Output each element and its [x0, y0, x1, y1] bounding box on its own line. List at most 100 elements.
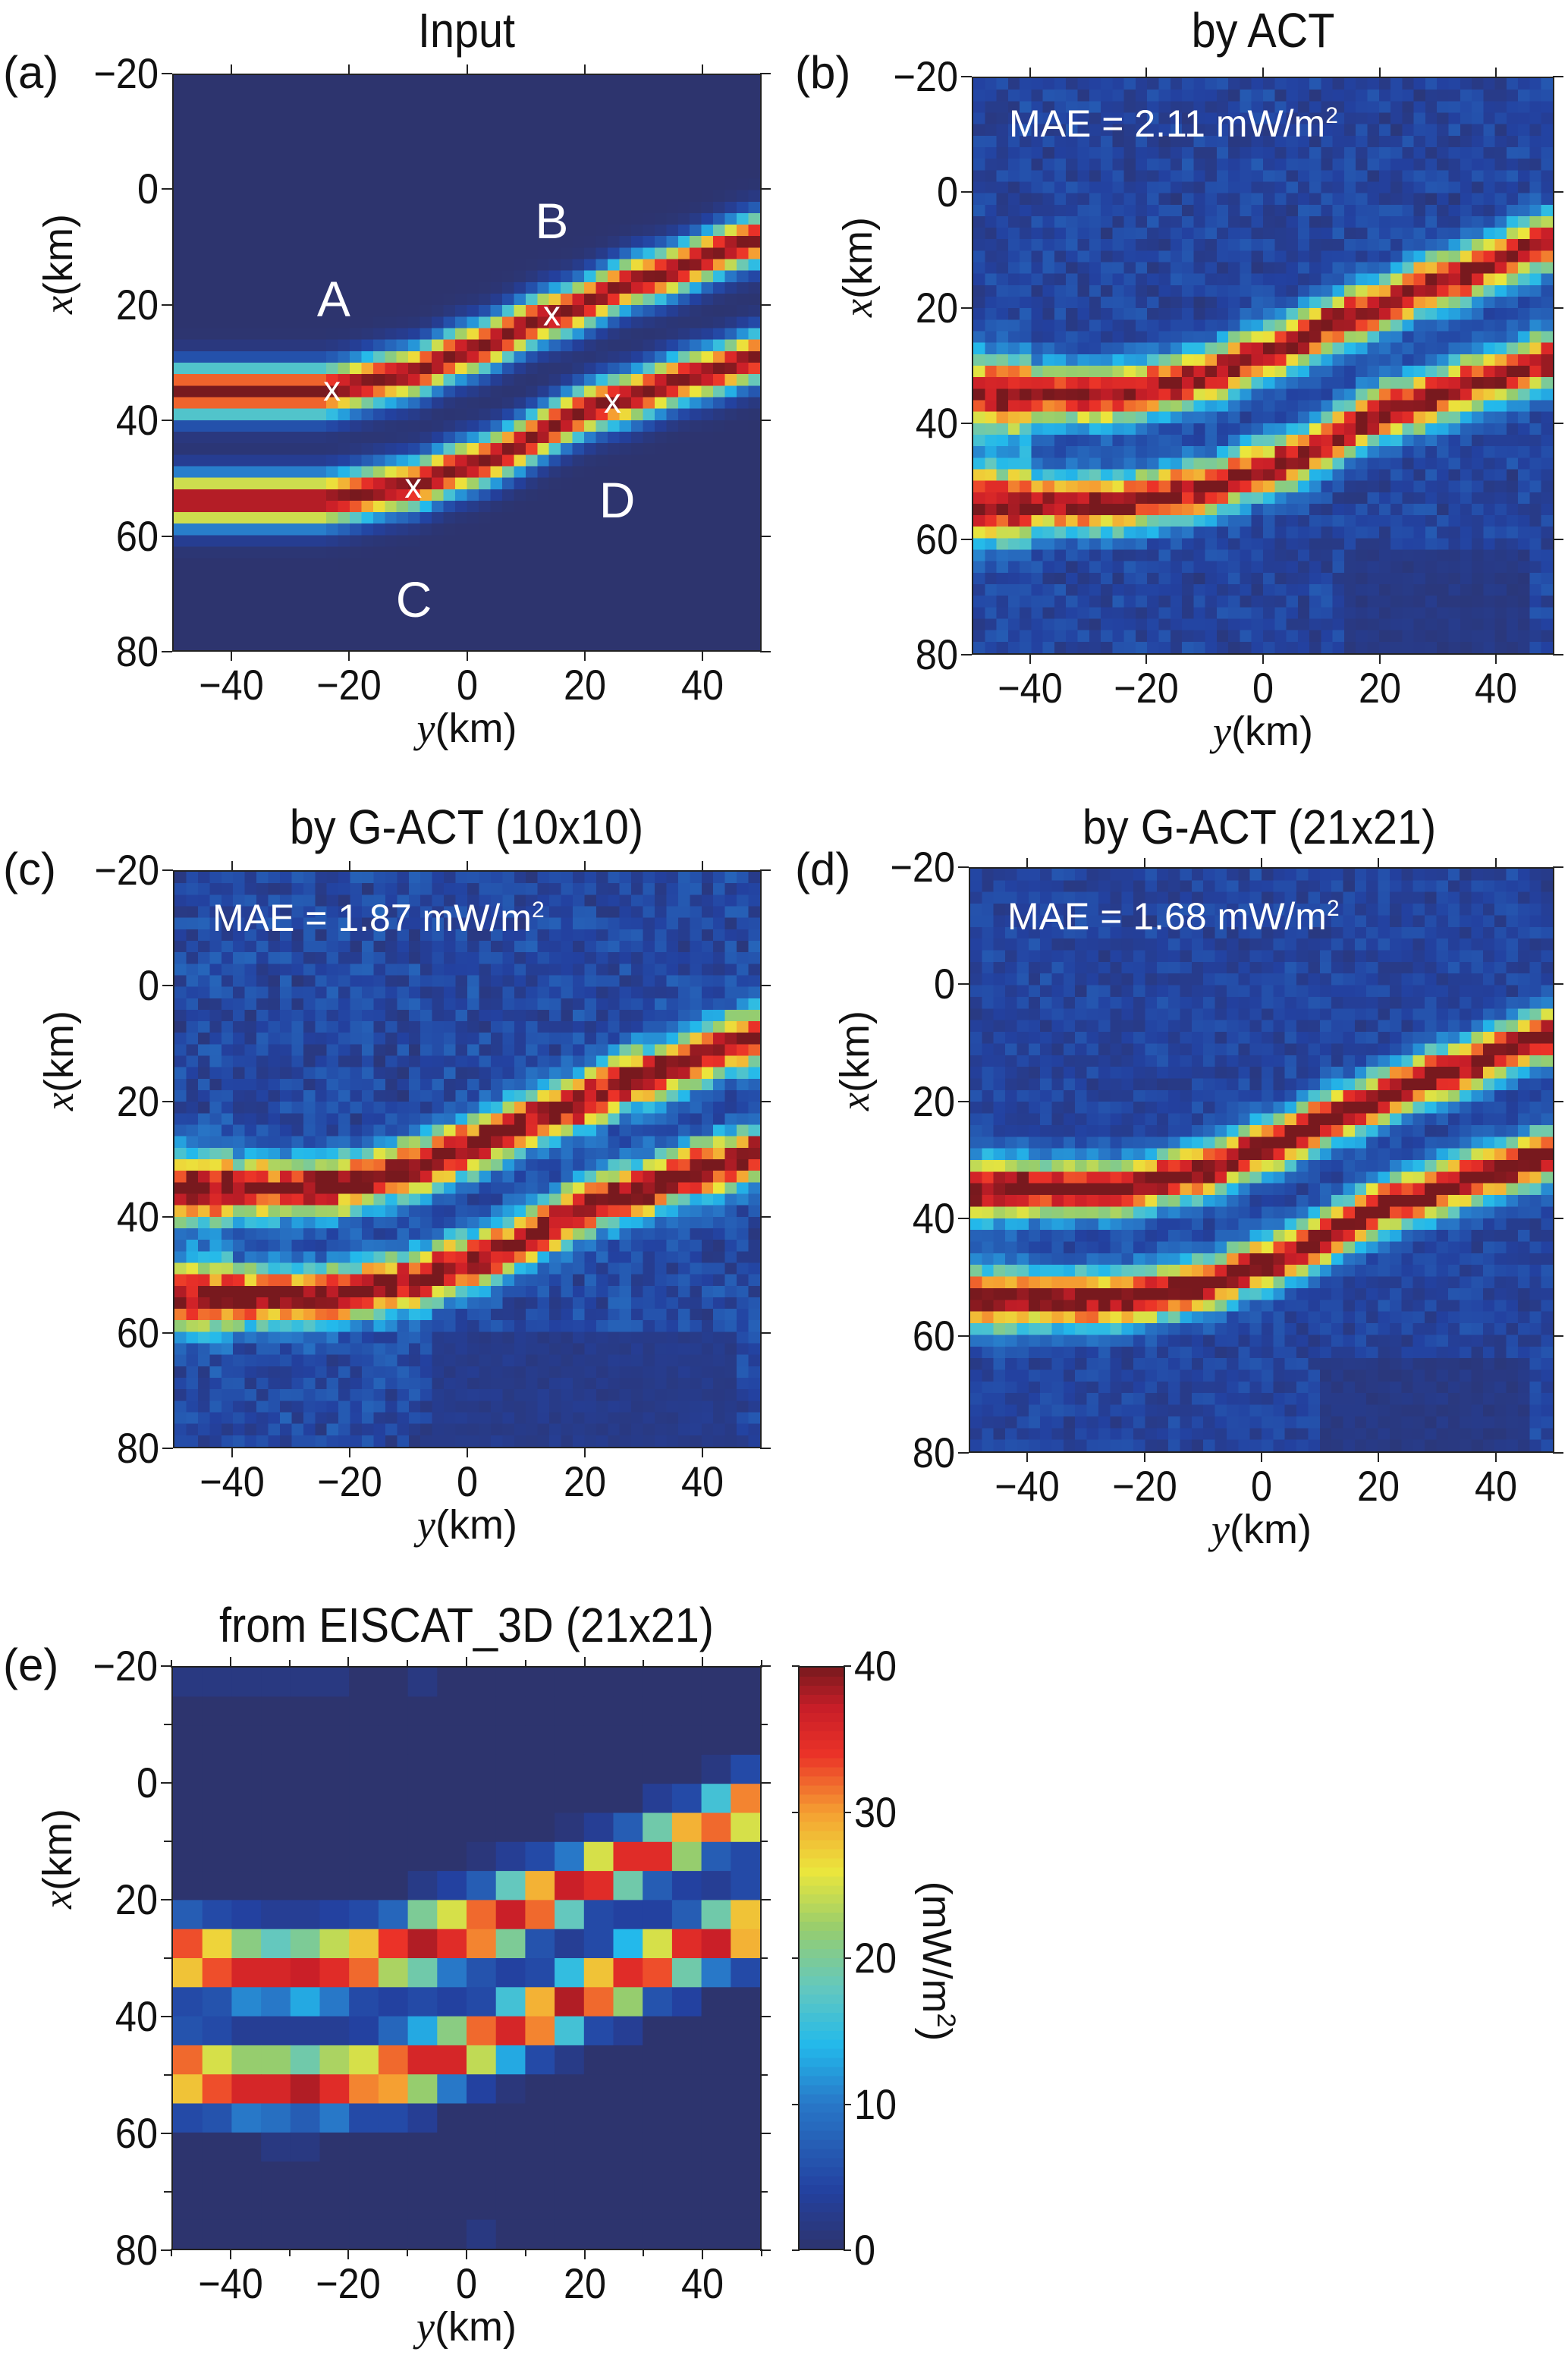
heatmap-cell — [555, 2045, 585, 2075]
x-tick-mark — [1262, 653, 1264, 664]
heatmap-cell — [349, 2016, 379, 2046]
colorbar-label-text: (mW/m — [914, 1881, 960, 2014]
heatmap-cell — [202, 1958, 232, 1988]
heatmap-cell — [202, 1841, 232, 1872]
heatmap-cell — [319, 2045, 350, 2075]
heatmap-cell — [290, 1668, 321, 1697]
heatmap-cell — [731, 2190, 760, 2221]
y-tick-mark-right — [760, 188, 771, 190]
heatmap-cell — [643, 2045, 673, 2075]
heatmap-cell — [437, 1871, 467, 1900]
heatmap-cell — [525, 1696, 555, 1727]
panel-b-heatmap — [972, 77, 1554, 655]
y-tick-mark — [162, 73, 172, 74]
heatmap-cell — [525, 1668, 555, 1697]
heatmap-cell — [290, 2045, 321, 2075]
heatmap-cell — [231, 1812, 262, 1843]
heatmap-cell — [349, 1725, 379, 1756]
heatmap-cell — [731, 1841, 760, 1872]
y-axis-label-var: x — [36, 1092, 82, 1111]
heatmap-cell — [202, 2219, 232, 2249]
colorbar-tick-label: 0 — [854, 2226, 876, 2274]
heatmap-cell — [555, 2103, 585, 2133]
x-tick-mark-top — [583, 64, 586, 75]
heatmap-cell — [643, 2132, 673, 2162]
heatmap-cell — [378, 1812, 409, 1843]
y-tick-mark — [162, 651, 172, 652]
heatmap-cell — [231, 1871, 262, 1900]
y-tick-mark-right — [760, 2249, 771, 2251]
heatmap-cell — [261, 1841, 291, 1872]
heatmap-cell — [290, 2161, 321, 2191]
panel-d-title: by G-ACT (21x21) — [1082, 800, 1437, 854]
heatmap-cell — [437, 1987, 467, 2017]
heatmap-cell — [643, 1987, 673, 2017]
heatmap-cell — [319, 1812, 350, 1843]
y-minor-tick-mark-right — [760, 2074, 768, 2076]
heatmap-cell — [202, 2132, 232, 2162]
x-tick-label: 40 — [681, 2259, 724, 2307]
panel-b-mae-sup: 2 — [1325, 103, 1338, 128]
y-axis-label: x(km) — [832, 1011, 878, 1111]
x-tick-label: 20 — [1357, 1462, 1400, 1510]
heatmap-cell — [671, 1958, 702, 1988]
heatmap-cell — [261, 1668, 291, 1697]
heatmap-cell — [525, 2219, 555, 2249]
y-tick-mark — [958, 866, 969, 868]
x-tick-mark — [1026, 1451, 1029, 1462]
heatmap-cell — [349, 1754, 379, 1784]
heatmap-cell — [437, 2161, 467, 2191]
heatmap-cell — [378, 2190, 409, 2221]
heatmap-cell — [378, 2074, 409, 2105]
x-tick-label: 20 — [563, 2259, 606, 2307]
heatmap-cell — [701, 1841, 731, 1872]
heatmap-cell — [613, 1900, 643, 1930]
x-tick-mark-top — [1143, 858, 1145, 869]
heatmap-cell — [231, 1929, 262, 1959]
x-tick-mark-top — [1495, 68, 1497, 78]
x-tick-label: 0 — [1250, 1462, 1273, 1510]
x-tick-label: 0 — [456, 1457, 479, 1505]
heatmap-cell — [437, 2045, 467, 2075]
x-tick-label: 40 — [681, 1457, 724, 1505]
heatmap-cell — [319, 2219, 350, 2249]
heatmap-cell — [290, 1987, 321, 2017]
heatmap-cell — [173, 1841, 203, 1872]
x-tick-label: −20 — [317, 1457, 382, 1505]
heatmap-cell — [643, 2074, 673, 2105]
heatmap-cell — [437, 2074, 467, 2105]
heatmap-cell — [437, 2016, 467, 2046]
heatmap-cell — [467, 2016, 497, 2046]
heatmap-cell — [378, 2132, 409, 2162]
heatmap-cell — [467, 1754, 497, 1784]
heatmap-cell — [378, 2219, 409, 2249]
colorbar-tick-mark — [792, 1665, 800, 1667]
y-tick-mark — [958, 1335, 969, 1337]
heatmap-cell — [437, 2103, 467, 2133]
y-tick-mark — [162, 420, 172, 422]
heatmap-cell — [731, 1929, 760, 1959]
heatmap-cell — [643, 1841, 673, 1872]
heatmap-cell — [349, 2103, 379, 2133]
heatmap-cell — [467, 2161, 497, 2191]
y-minor-tick-mark — [164, 2074, 171, 2076]
heatmap-cell — [701, 2045, 731, 2075]
x-tick-mark — [1378, 653, 1381, 664]
heatmap-cell — [495, 1871, 526, 1900]
heatmap-cell — [290, 2190, 321, 2221]
heatmap-cell — [731, 2016, 760, 2046]
y-tick-mark — [958, 1452, 969, 1454]
panel-d-heatmap — [969, 867, 1554, 1453]
heatmap-cell — [202, 1929, 232, 1959]
x-minor-tick-mark — [643, 2249, 645, 2256]
heatmap-cell — [613, 1696, 643, 1727]
heatmap-cell — [467, 1841, 497, 1872]
heatmap-cell — [319, 2161, 350, 2191]
heatmap-cell — [231, 2190, 262, 2221]
x-tick-label: 20 — [563, 661, 606, 709]
x-tick-label: 20 — [1358, 664, 1401, 712]
panel-c-mae: MAE = 1.87 mW/m2 — [212, 899, 545, 938]
heatmap-cell — [701, 1958, 731, 1988]
y-tick-label: 20 — [116, 1077, 159, 1125]
heatmap-cell — [495, 1668, 526, 1697]
